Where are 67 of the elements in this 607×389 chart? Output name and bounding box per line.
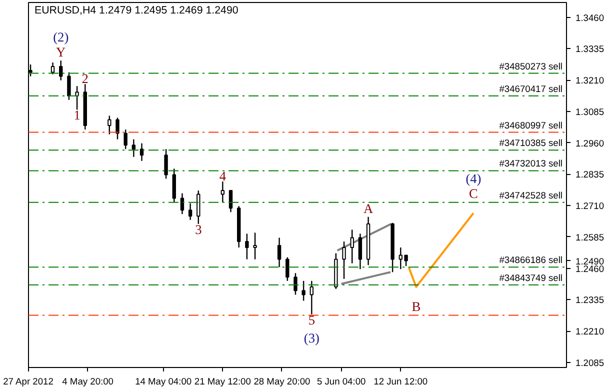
x-tick-label: 27 Apr 2012	[3, 376, 54, 386]
y-tick-label: 1.2710	[576, 201, 604, 212]
candlestick	[75, 85, 79, 110]
annotation: 5	[308, 312, 316, 328]
candlestick	[59, 60, 63, 81]
candlestick	[228, 190, 233, 213]
candlestick	[196, 190, 200, 225]
ref-line-label: #34732013 sell	[499, 158, 562, 169]
candlestick	[108, 115, 112, 135]
y-tick-label: 1.3335	[576, 44, 604, 54]
ref-line-label: #34843749 sell	[499, 272, 562, 283]
ref-line-label: #34710385 sell	[499, 138, 562, 148]
candlestick	[132, 138, 136, 158]
ref-line-label: #34680997 sell	[499, 120, 562, 130]
candlestick	[253, 232, 257, 260]
chart-title: EURUSD,H4 1.2479 1.2495 1.2469 1.2490	[34, 4, 238, 16]
annotation: (3)	[304, 330, 320, 346]
candlestick	[50, 62, 55, 75]
candlestick	[302, 280, 306, 302]
candlestick	[310, 280, 314, 315]
y-tick-label: 1.2490	[576, 256, 604, 266]
candlestick	[286, 256, 290, 282]
candlestick	[124, 128, 128, 150]
y-tick-label: 1.2210	[576, 326, 604, 337]
x-tick-label: 4 May 20:00	[62, 376, 114, 386]
x-tick-label: 21 May 12:00	[194, 376, 251, 386]
x-tick-label: 14 May 04:00	[135, 376, 192, 386]
candlestick	[116, 117, 120, 140]
candlestick	[180, 192, 184, 215]
candlestick	[220, 180, 225, 203]
y-tick-label: 1.2085	[576, 358, 604, 368]
candlestick	[188, 202, 192, 220]
ref-line-label: #34670417 sell	[499, 84, 562, 94]
annotation: 2	[82, 71, 88, 86]
annotation: 3	[195, 222, 202, 237]
y-tick-label: 1.2835	[576, 170, 604, 180]
annotation: C	[469, 186, 478, 202]
candlestick	[277, 237, 282, 268]
annotation: B	[412, 298, 421, 314]
candlestick	[172, 168, 176, 203]
candlestick	[67, 72, 71, 100]
annotation: (2)	[53, 29, 69, 44]
ref-line-label: #34742528 sell	[499, 190, 562, 200]
y-tick-label: 1.2335	[576, 295, 604, 306]
x-tick-label: 28 May 20:00	[254, 376, 310, 386]
y-tick-label: 1.3210	[576, 76, 604, 86]
ref-line-label: #34866186 sell	[499, 255, 562, 266]
annotation: A	[363, 200, 374, 216]
y-tick-label: 1.3460	[576, 12, 604, 23]
x-tick-label: 12 Jun 12:00	[374, 376, 428, 386]
candlestick	[294, 272, 298, 296]
annotation: (4)	[466, 171, 482, 186]
y-tick-label: 1.2585	[576, 232, 604, 242]
candlestick	[245, 233, 249, 260]
annotation: 1	[74, 108, 80, 123]
x-tick-label: 5 Jun 04:00	[316, 376, 366, 386]
candlestick	[350, 229, 354, 264]
annotation: 4	[219, 168, 226, 184]
ref-line-label: #34850273 sell	[499, 61, 562, 72]
y-tick-label: 1.2960	[576, 138, 604, 148]
candlestick	[140, 142, 144, 162]
candlestick	[164, 148, 168, 180]
y-tick-label: 1.3085	[576, 106, 604, 117]
candlestick	[342, 240, 346, 280]
candlestick	[358, 233, 362, 270]
annotation: Y	[56, 44, 66, 60]
y-tick-label: 1.2460	[576, 264, 604, 274]
